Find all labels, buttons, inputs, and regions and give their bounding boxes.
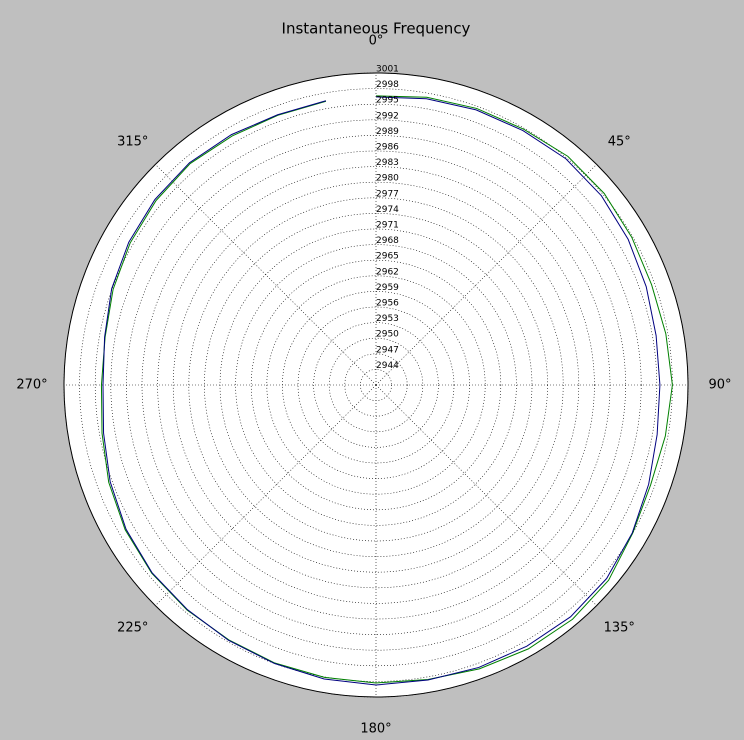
r-tick-label: 2968 [376,236,399,246]
r-tick-label: 2980 [376,174,399,184]
r-tick-label: 2944 [376,361,399,371]
series-line [100,95,673,684]
r-tick-label: 2989 [376,127,399,137]
r-tick-label: 2959 [376,283,399,293]
grid-circle [188,197,564,573]
grid-circle [250,259,502,511]
r-tick-label: 2974 [376,205,399,215]
grid-circle [266,275,486,495]
r-tick-label: 2995 [376,96,399,106]
plot-frame [63,72,689,698]
r-tick-label: 2971 [376,221,399,231]
grid-spoke [375,164,597,386]
grid-circle [235,244,517,526]
theta-tick-label: 45° [608,134,631,149]
theta-tick-label: 90° [708,378,731,393]
grid-circle [94,103,658,667]
theta-tick-label: 315° [117,134,148,149]
grid-circle [172,181,580,589]
grid-circle [157,166,595,604]
grid-circle [110,119,642,651]
chart-title: Instantaneous Frequency [282,20,471,38]
theta-tick-label: 135° [604,621,635,636]
grid-circle [344,353,408,417]
theta-tick-label: 180° [360,722,391,737]
r-tick-label: 2950 [376,330,399,340]
series-line [102,96,661,686]
grid-spoke [155,164,377,386]
grid-spoke [155,384,377,606]
r-tick-label: 2947 [376,345,399,355]
theta-tick-label: 270° [16,378,47,393]
r-tick-label: 2992 [376,111,399,121]
r-tick-label: 2965 [376,252,399,262]
r-tick-label: 3001 [376,65,399,75]
theta-tick-label: 0° [369,34,384,49]
grid-circle [313,322,439,448]
r-tick-label: 2998 [376,80,399,90]
r-tick-label: 2962 [376,267,399,277]
r-tick-label: 2953 [376,314,399,324]
r-tick-label: 2977 [376,189,399,199]
r-tick-label: 2986 [376,143,399,153]
theta-tick-label: 225° [117,621,148,636]
grid-spoke [375,384,597,606]
r-tick-label: 2983 [376,158,399,168]
r-tick-label: 2956 [376,299,399,309]
